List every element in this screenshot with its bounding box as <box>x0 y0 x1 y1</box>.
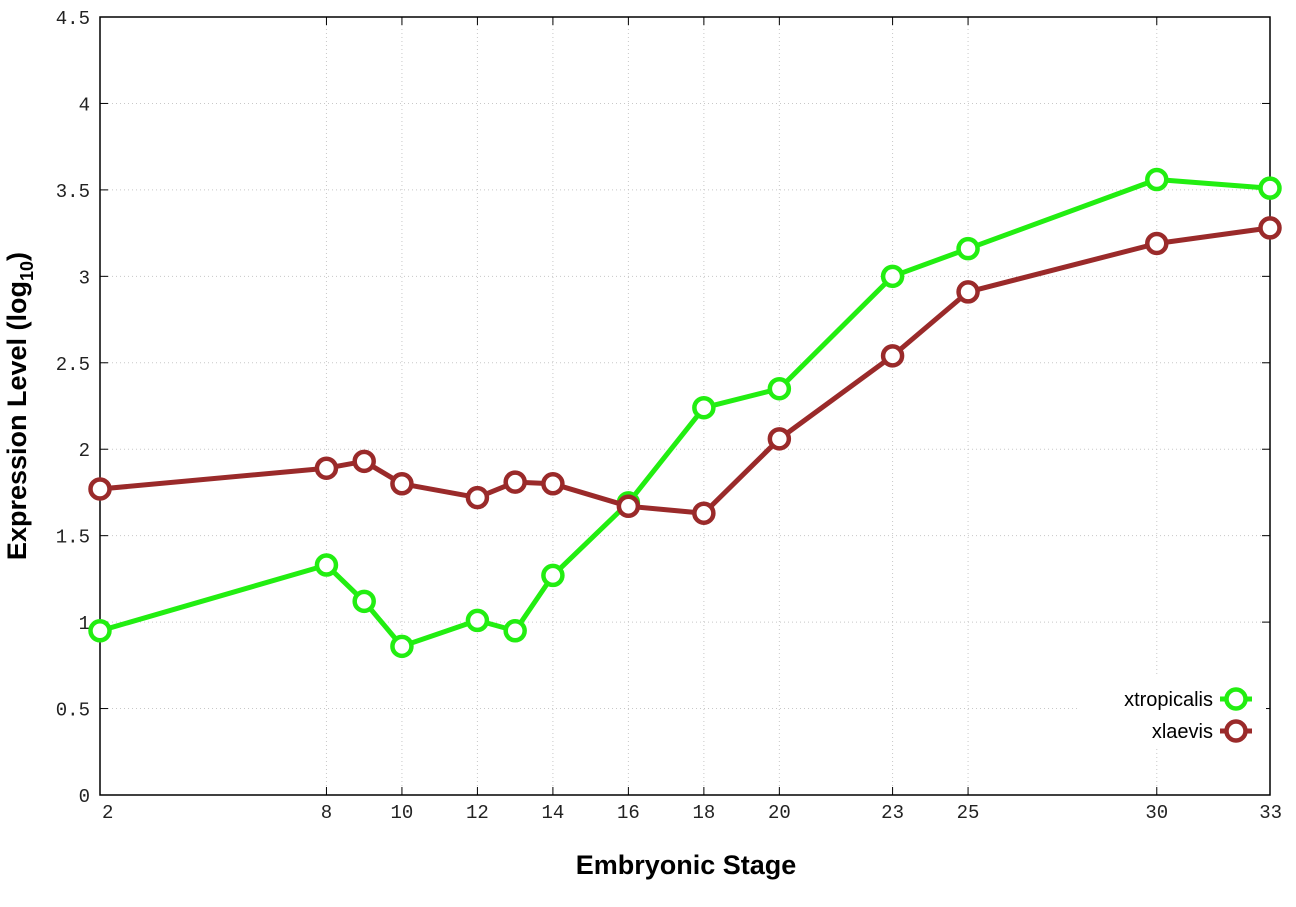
y-tick-label: 2.5 <box>56 354 90 376</box>
data-point-xtropicalis <box>314 553 339 577</box>
y-tick-label: 2 <box>79 440 90 462</box>
plot-frame <box>99 16 1271 796</box>
y-tick-label: 3.5 <box>56 181 90 203</box>
data-point-xtropicalis <box>465 608 490 633</box>
series-line-xlaevis <box>99 225 1271 516</box>
data-point-xlaevis <box>314 456 339 480</box>
y-axis-title-group: Expression Level (log10) <box>2 252 37 560</box>
data-point-xtropicalis <box>1258 176 1282 200</box>
data-point-xlaevis <box>767 427 792 451</box>
legend-swatch-marker-xlaevis <box>1224 719 1248 743</box>
data-point-xtropicalis <box>767 376 792 401</box>
x-tick-label: 2 <box>102 802 113 824</box>
data-point-xtropicalis <box>692 395 716 420</box>
data-point-xlaevis <box>541 472 565 496</box>
data-point-xlaevis <box>1258 216 1282 240</box>
x-tick-label: 8 <box>321 802 332 824</box>
x-axis-title: Embryonic Stage <box>576 850 797 880</box>
series-line-xtropicalis <box>99 177 1271 649</box>
data-point-xlaevis <box>1145 231 1169 256</box>
y-axis-title-end: ) <box>2 252 32 261</box>
data-point-xtropicalis <box>503 619 527 643</box>
y-tick-label: 1.5 <box>56 527 90 549</box>
x-tick-label: 33 <box>1259 802 1282 824</box>
data-point-xlaevis <box>390 472 414 496</box>
x-tick-label: 25 <box>957 802 980 824</box>
x-axis-ticks: 2 8 10 12 14 16 18 20 23 25 30 33 <box>99 17 1282 824</box>
x-tick-label: 10 <box>391 802 414 824</box>
data-point-xlaevis <box>692 501 716 525</box>
y-axis-title-subscript: 10 <box>17 261 37 281</box>
x-tick-label: 12 <box>466 802 489 824</box>
y-axis-title: Expression Level (log10) <box>2 252 37 560</box>
data-point-xtropicalis <box>956 236 980 261</box>
y-tick-label: 0 <box>79 786 90 808</box>
x-tick-label: 20 <box>768 802 791 824</box>
legend-swatch-marker-xtropicalis <box>1224 687 1248 711</box>
x-tick-label: 30 <box>1145 802 1168 824</box>
data-point-xtropicalis <box>1145 167 1169 192</box>
y-tick-label: 3 <box>79 267 90 289</box>
data-point-xlaevis <box>503 470 527 494</box>
series-lines <box>88 167 1282 659</box>
y-tick-label: 4.5 <box>56 8 90 30</box>
data-point-xlaevis <box>88 477 112 501</box>
x-tick-label: 18 <box>692 802 715 824</box>
data-point-xlaevis <box>880 344 905 368</box>
data-point-xlaevis <box>352 449 376 474</box>
data-point-xtropicalis <box>88 619 112 643</box>
data-point-xlaevis <box>465 485 490 510</box>
y-axis-ticks: 0 0.5 1 1.5 2 2.5 3 3.5 4 4.5 <box>56 8 1270 808</box>
x-tick-label: 23 <box>881 802 904 824</box>
data-point-xtropicalis <box>541 563 565 588</box>
x-tick-label: 16 <box>617 802 640 824</box>
data-point-xtropicalis <box>390 634 414 659</box>
y-tick-label: 4 <box>79 94 90 116</box>
data-point-xtropicalis <box>880 264 905 289</box>
grid <box>100 17 1270 795</box>
legend-label-xtropicalis: xtropicalis <box>1124 689 1213 711</box>
data-point-xlaevis <box>956 280 980 304</box>
legend: xtropicalis xlaevis <box>1080 676 1266 748</box>
x-tick-label: 14 <box>541 802 564 824</box>
y-tick-label: 1 <box>79 613 90 635</box>
y-axis-title-main: Expression Level (log <box>2 281 32 560</box>
data-point-xlaevis <box>616 494 641 519</box>
y-tick-label: 0.5 <box>56 700 90 722</box>
legend-label-xlaevis: xlaevis <box>1152 721 1213 743</box>
data-point-xtropicalis <box>352 589 376 614</box>
